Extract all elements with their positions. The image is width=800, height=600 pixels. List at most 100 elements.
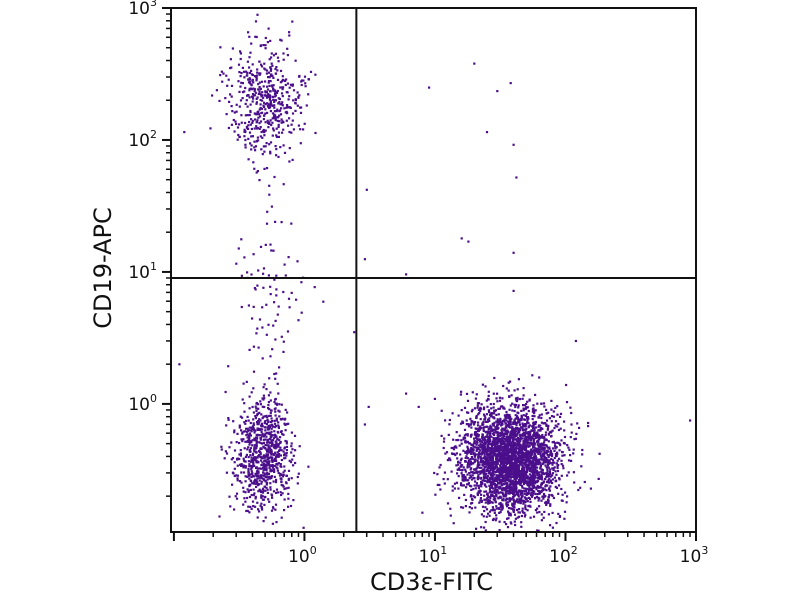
event-point bbox=[282, 340, 285, 343]
event-point bbox=[514, 473, 517, 476]
event-point bbox=[236, 477, 239, 480]
event-point bbox=[249, 460, 253, 463]
event-point bbox=[466, 473, 469, 476]
event-point bbox=[248, 89, 251, 92]
event-point bbox=[288, 34, 291, 37]
event-point bbox=[266, 438, 269, 441]
event-point bbox=[244, 121, 247, 125]
event-point bbox=[434, 493, 437, 496]
event-point bbox=[531, 492, 535, 495]
event-point bbox=[289, 504, 293, 508]
event-point bbox=[517, 429, 520, 432]
event-point bbox=[499, 464, 502, 467]
event-point bbox=[460, 472, 463, 475]
event-point bbox=[298, 445, 301, 448]
event-point bbox=[275, 372, 278, 375]
event-point bbox=[517, 421, 520, 424]
event-point bbox=[275, 459, 278, 462]
event-point bbox=[522, 387, 525, 390]
event-point bbox=[495, 445, 499, 448]
event-point bbox=[266, 416, 269, 419]
event-point bbox=[567, 471, 570, 474]
event-point bbox=[528, 492, 531, 495]
event-point bbox=[532, 427, 535, 430]
y-axis-ticks bbox=[162, 7, 171, 497]
event-point bbox=[489, 438, 492, 441]
event-point bbox=[544, 458, 547, 461]
event-point bbox=[283, 452, 286, 455]
event-point bbox=[536, 492, 539, 496]
event-point bbox=[513, 419, 516, 423]
event-point bbox=[257, 490, 260, 493]
event-point bbox=[515, 176, 518, 179]
event-point bbox=[482, 408, 486, 411]
event-point bbox=[476, 464, 479, 467]
event-point bbox=[506, 471, 509, 474]
event-point bbox=[248, 35, 251, 38]
event-point bbox=[521, 510, 524, 513]
event-point bbox=[560, 487, 563, 491]
event-point bbox=[495, 479, 498, 482]
event-point bbox=[458, 496, 461, 499]
event-point bbox=[263, 150, 266, 153]
event-point bbox=[543, 450, 546, 453]
event-point bbox=[483, 479, 486, 482]
event-point bbox=[272, 76, 275, 79]
event-point bbox=[269, 119, 272, 122]
event-point bbox=[281, 101, 284, 104]
event-point bbox=[491, 509, 495, 512]
event-point bbox=[505, 468, 508, 471]
event-point bbox=[487, 390, 490, 393]
event-point bbox=[480, 513, 483, 516]
event-point bbox=[551, 472, 554, 475]
event-point bbox=[268, 58, 271, 61]
event-point bbox=[524, 481, 527, 484]
event-point bbox=[487, 500, 490, 503]
event-point bbox=[259, 400, 262, 403]
event-point bbox=[297, 472, 300, 475]
event-point bbox=[561, 454, 564, 457]
event-point bbox=[274, 145, 277, 148]
event-point bbox=[519, 439, 522, 443]
event-point bbox=[507, 444, 510, 447]
event-point bbox=[500, 483, 503, 486]
event-point bbox=[275, 288, 278, 291]
event-point bbox=[460, 465, 463, 468]
event-point bbox=[491, 416, 495, 419]
event-point bbox=[447, 433, 450, 436]
event-point bbox=[280, 335, 283, 338]
event-point bbox=[489, 480, 492, 483]
event-point bbox=[277, 409, 280, 412]
event-point bbox=[221, 80, 224, 83]
event-point bbox=[464, 498, 467, 502]
event-point bbox=[282, 433, 285, 436]
event-point bbox=[483, 484, 487, 487]
event-point bbox=[247, 473, 250, 477]
event-point bbox=[485, 469, 488, 472]
event-point bbox=[537, 416, 540, 419]
event-point bbox=[490, 475, 494, 478]
event-point bbox=[545, 445, 548, 448]
event-point bbox=[481, 505, 485, 508]
event-point bbox=[476, 478, 479, 481]
event-point bbox=[536, 461, 539, 464]
event-point bbox=[537, 445, 540, 448]
event-point bbox=[269, 441, 272, 444]
event-point bbox=[549, 504, 552, 507]
event-point bbox=[280, 121, 283, 124]
event-point bbox=[456, 457, 459, 460]
event-point bbox=[247, 505, 250, 508]
event-point bbox=[516, 498, 519, 501]
event-point bbox=[286, 54, 289, 57]
event-point bbox=[494, 437, 497, 440]
event-point bbox=[272, 54, 276, 57]
event-point bbox=[524, 430, 527, 433]
event-point bbox=[266, 111, 269, 114]
event-point bbox=[469, 502, 473, 505]
event-point bbox=[248, 114, 251, 117]
event-point bbox=[251, 500, 255, 503]
event-point bbox=[497, 420, 500, 423]
event-point bbox=[247, 137, 250, 140]
event-point bbox=[269, 150, 272, 153]
event-point bbox=[270, 435, 273, 438]
